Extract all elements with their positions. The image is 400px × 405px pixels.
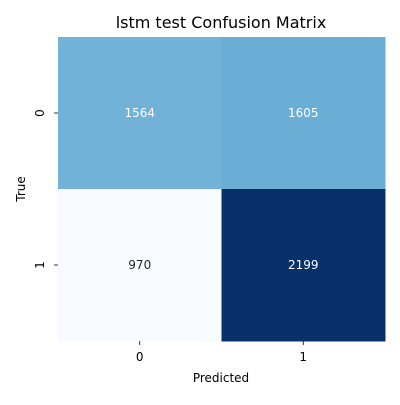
x-tick-label-0: 0 xyxy=(136,350,144,364)
y-axis-label: True xyxy=(14,176,28,203)
heatmap-cells: 1564 1605 970 2199 xyxy=(58,37,386,342)
cell-value-label-0-1: 1605 xyxy=(288,106,319,120)
heatmap-cell-1-0 xyxy=(58,189,222,342)
y-tick-label-1: 1 xyxy=(33,261,47,269)
heatmap-cell-0-0 xyxy=(58,37,222,190)
x-axis-label: Predicted xyxy=(193,371,249,385)
cell-value-label-1-0: 970 xyxy=(128,258,151,272)
heatmap-cell-1-1 xyxy=(221,189,386,342)
y-tick-labels: 01 xyxy=(33,109,58,269)
x-tick-label-1: 1 xyxy=(299,350,307,364)
cell-value-label-1-1: 2199 xyxy=(288,258,319,272)
y-tick-label-0: 0 xyxy=(33,109,47,117)
cell-value-label-0-0: 1564 xyxy=(124,106,155,120)
heatmap-cell-0-1 xyxy=(221,37,386,190)
chart-title: lstm test Confusion Matrix xyxy=(116,13,327,32)
